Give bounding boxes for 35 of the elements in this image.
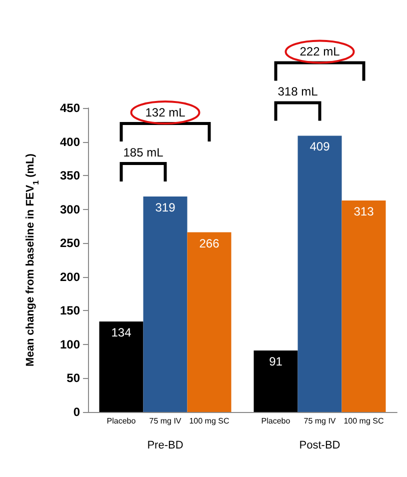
y-tick-label: 250 bbox=[60, 236, 80, 250]
bar bbox=[342, 200, 386, 412]
bar bbox=[143, 196, 188, 412]
annotation: 132 mL bbox=[145, 106, 186, 120]
data-label: 134 bbox=[111, 325, 132, 340]
bar bbox=[187, 232, 232, 412]
series-label: Placebo bbox=[106, 416, 136, 426]
y-tick-label: 100 bbox=[60, 337, 80, 352]
bar bbox=[298, 136, 342, 412]
text: 100 mg SC bbox=[344, 416, 384, 426]
data-label: 266 bbox=[199, 236, 220, 250]
x-tick-label: Pre-BD bbox=[147, 440, 184, 452]
text: 318 mL bbox=[278, 84, 318, 99]
y-tick-label: 300 bbox=[60, 202, 80, 216]
y-tick-label: 0 bbox=[73, 405, 80, 419]
series-label: 75 mg IV bbox=[149, 416, 182, 426]
data-label: 319 bbox=[155, 200, 176, 214]
x-tick-label: Post-BD bbox=[299, 440, 340, 452]
bar bbox=[99, 321, 144, 412]
y-tick-label: 400 bbox=[60, 134, 80, 149]
data-label: 91 bbox=[269, 354, 283, 369]
data-label: 409 bbox=[310, 140, 330, 154]
data-label: 313 bbox=[354, 204, 374, 219]
annotation: 185 mL bbox=[123, 146, 164, 160]
bar bbox=[254, 350, 298, 412]
text: 222 mL bbox=[300, 44, 340, 59]
text: 75 mg IV bbox=[304, 416, 336, 426]
y-tick-label: 450 bbox=[60, 101, 80, 115]
y-axis-title: Mean change from baseline in FEV1 (mL) bbox=[24, 153, 40, 366]
text: Placebo bbox=[261, 416, 290, 426]
y-tick-label: 200 bbox=[60, 270, 80, 284]
y-tick-label: 50 bbox=[66, 371, 80, 386]
series-label: 100 mg SC bbox=[189, 416, 230, 426]
y-tick-label: 150 bbox=[60, 304, 80, 318]
y-tick-label: 350 bbox=[60, 168, 80, 183]
